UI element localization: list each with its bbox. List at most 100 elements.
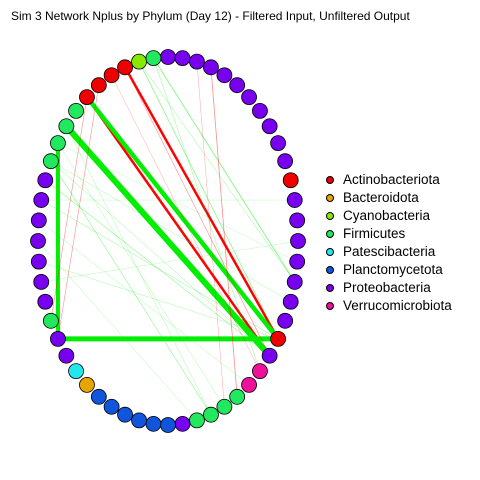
legend-marker [326,212,334,220]
network-edge [138,61,295,283]
network-node [79,376,95,393]
legend-item: Bacteroidota [326,189,452,207]
network-edge [57,85,100,339]
network-node [229,77,246,94]
legend-label: Planctomycetota [343,262,443,277]
network-node [160,49,176,65]
network-edge [210,67,238,397]
network-edge [138,61,279,340]
network-node [252,102,268,119]
network-edge [196,61,225,407]
network-node [160,417,176,433]
network-node [290,233,306,249]
network-node [189,412,205,429]
network-node [286,192,303,208]
network-node [117,59,133,76]
network-edge [66,126,212,415]
legend-label: Verrucomicrobiota [343,298,452,313]
network-node [50,330,66,347]
network-node [189,53,205,70]
network-edge [37,240,198,421]
network-node [174,50,191,67]
network-node [286,274,303,290]
network-edge [50,161,212,415]
network-node [270,330,286,347]
network-node [282,293,299,310]
network-node [68,363,84,380]
legend-marker [326,284,334,292]
legend-item: Verrucomicrobiota [326,297,452,315]
network-edge [38,220,250,386]
network-edge [85,95,280,341]
network-edge [111,75,261,372]
network-node [174,415,191,432]
network-node [30,253,47,270]
network-node [216,67,233,84]
network-node [42,153,59,170]
network-node [261,347,278,364]
network-node [261,118,278,135]
legend-marker [326,194,334,202]
legend-item: Proteobacteria [326,279,452,297]
network-edge [50,160,270,356]
network-edge [41,199,279,340]
network-edges [37,57,299,421]
network-node [33,274,50,290]
network-node [30,233,46,249]
network-node [90,388,107,405]
network-node [289,253,306,270]
network-node [37,293,54,310]
network-node [241,89,257,106]
network-edge [85,96,271,357]
network-node [241,376,257,393]
network-node [90,77,107,94]
legend-label: Proteobacteria [343,280,431,295]
network-node [37,172,54,189]
network-edge [50,97,88,321]
network-edge [153,58,261,372]
legend-label: Patescibacteria [343,244,436,259]
network-edge [124,67,270,356]
legend-marker [326,176,334,184]
legend-marker [326,266,334,274]
network-edge [153,57,296,283]
legend-item: Actinobacteriota [326,171,452,189]
legend: Actinobacteriota Bacteroidota Cyanobacteri… [326,171,452,315]
network-node [270,135,286,152]
network-node [79,89,95,106]
network-edge [57,142,298,262]
legend-label: Actinobacteriota [343,172,440,187]
network-node [252,363,268,380]
network-node [50,135,66,152]
network-node [131,412,147,429]
network-node [229,388,246,405]
network-edge [41,240,299,283]
legend-label: Cyanobacteria [343,208,431,223]
network-edge [50,160,291,302]
network-node [117,406,133,423]
network-node [145,50,162,67]
legend-item: Cyanobacteria [326,207,452,225]
network-node [203,406,219,423]
network-node [145,415,162,432]
network-edge [123,66,280,340]
network-node [42,312,59,329]
legend-item: Planctomycetota [326,261,452,279]
legend-label: Firmicutes [343,226,406,241]
network-node [131,53,147,70]
network-node [33,192,50,208]
legend-label: Bacteroidota [343,190,419,205]
network-node [277,153,294,170]
network-node [216,398,233,415]
network-node [103,398,120,415]
network-node [58,347,75,364]
legend-item: Firmicutes [326,225,452,243]
network-edge [64,124,272,358]
network-edge [45,179,270,356]
network-edge [57,142,225,407]
network-node [203,59,219,76]
network-edge [38,261,279,340]
network-node [277,312,294,329]
network-node [282,172,299,189]
network-node [58,118,75,135]
